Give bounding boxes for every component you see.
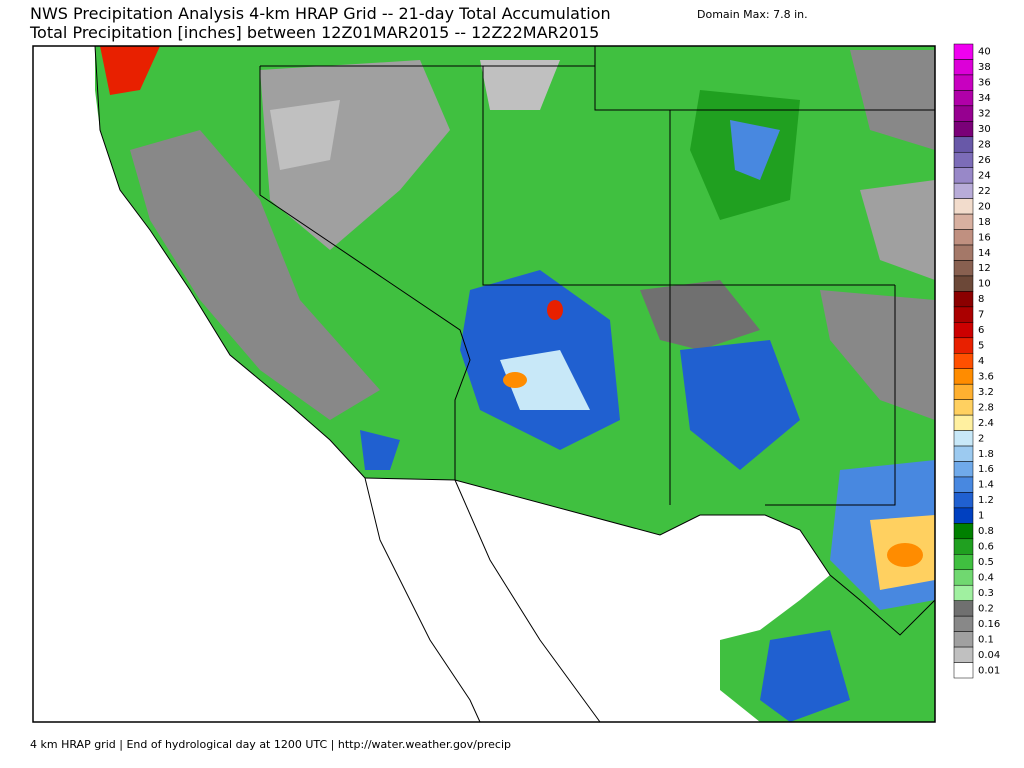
legend-swatch: [953, 383, 974, 400]
domain-max: Domain Max: 7.8 in.: [697, 8, 808, 21]
legend-label: 26: [978, 155, 991, 166]
legend-swatch: [953, 244, 974, 261]
legend-swatch: [953, 260, 974, 277]
legend-label: 0.01: [978, 665, 1000, 676]
legend-swatch: [953, 430, 974, 447]
legend-label: 38: [978, 62, 991, 73]
legend-label: 32: [978, 109, 991, 120]
legend-label: 5: [978, 341, 984, 352]
legend-swatch: [953, 445, 974, 462]
legend-label: 0.04: [978, 650, 1000, 661]
legend-label: 20: [978, 201, 991, 212]
legend-label: 34: [978, 93, 991, 104]
legend-label: 0.2: [978, 603, 994, 614]
legend-swatch: [953, 353, 974, 369]
legend-swatch: [953, 121, 974, 138]
legend-swatch: [953, 414, 974, 431]
legend-swatch: [953, 600, 974, 617]
legend-swatch: [953, 105, 974, 122]
legend-swatch: [953, 90, 974, 107]
legend-swatch: [953, 291, 974, 308]
legend-label: 12: [978, 263, 991, 274]
precip-field: [33, 46, 935, 722]
legend-swatch: [953, 554, 974, 571]
legend-swatch: [953, 368, 974, 385]
legend-swatch: [953, 275, 974, 292]
legend-swatch: [953, 492, 974, 509]
legend-swatch: [953, 584, 974, 601]
legend-label: 0.4: [978, 572, 994, 583]
legend-label: 1.8: [978, 449, 994, 460]
legend-label: 10: [978, 279, 991, 290]
legend-swatch: [953, 337, 974, 354]
legend-swatch: [953, 229, 974, 246]
legend-label: 36: [978, 78, 991, 89]
legend-label: 1.2: [978, 495, 994, 506]
legend-swatch: [953, 476, 974, 493]
legend-swatch: [953, 569, 974, 586]
boundaries: [94, 45, 936, 723]
legend-swatch: [953, 43, 974, 60]
legend-swatch: [953, 136, 974, 153]
map-frame: [32, 45, 936, 723]
legend-label: 0.1: [978, 634, 994, 645]
legend-swatch: [953, 167, 974, 184]
legend-label: 24: [978, 170, 991, 181]
color-bar: 40383634323028262422201816141210876543.6…: [953, 43, 1000, 679]
legend-label: 0.5: [978, 557, 994, 568]
legend-swatch: [953, 151, 974, 168]
legend-label: 22: [978, 186, 991, 197]
legend-label: 30: [978, 124, 991, 135]
legend-swatch: [953, 662, 974, 679]
legend-label: 4: [978, 356, 984, 367]
legend-label: 40: [978, 47, 991, 58]
legend-swatch: [953, 507, 974, 524]
legend-label: 0.8: [978, 526, 994, 537]
legend-label: 18: [978, 217, 991, 228]
legend-swatch: [953, 631, 974, 648]
legend-swatch: [953, 615, 974, 632]
legend-label: 3.2: [978, 387, 994, 398]
legend-swatch: [953, 461, 974, 478]
legend-label: 3.6: [978, 371, 994, 382]
legend-swatch: [953, 399, 974, 416]
legend-label: 1: [978, 511, 984, 522]
legend-label: 7: [978, 310, 984, 321]
title: NWS Precipitation Analysis 4-km HRAP Gri…: [30, 4, 611, 23]
legend-swatch: [953, 322, 974, 339]
legend-label: 2: [978, 433, 984, 444]
legend-label: 8: [978, 294, 984, 305]
legend-label: 2.4: [978, 418, 994, 429]
legend-label: 0.6: [978, 542, 994, 553]
legend-label: 2.8: [978, 402, 994, 413]
legend-swatch: [953, 74, 974, 91]
legend-label: 28: [978, 140, 991, 151]
legend-label: 1.6: [978, 464, 994, 475]
legend-swatch: [953, 198, 974, 215]
subtitle: Total Precipitation [inches] between 12Z…: [30, 23, 600, 42]
legend-label: 16: [978, 232, 991, 243]
legend-swatch: [953, 59, 974, 76]
legend-swatch: [953, 306, 974, 323]
legend-label: 0.16: [978, 619, 1000, 630]
legend-swatch: [953, 213, 974, 230]
footer: 4 km HRAP grid | End of hydrological day…: [30, 738, 511, 751]
legend-swatch: [953, 523, 974, 540]
legend-label: 14: [978, 248, 991, 259]
legend-swatch: [953, 646, 974, 663]
legend-label: 6: [978, 325, 984, 336]
legend-swatch: [953, 538, 974, 555]
legend-swatch: [953, 182, 974, 199]
legend-label: 1.4: [978, 480, 994, 491]
legend-label: 0.3: [978, 588, 994, 599]
